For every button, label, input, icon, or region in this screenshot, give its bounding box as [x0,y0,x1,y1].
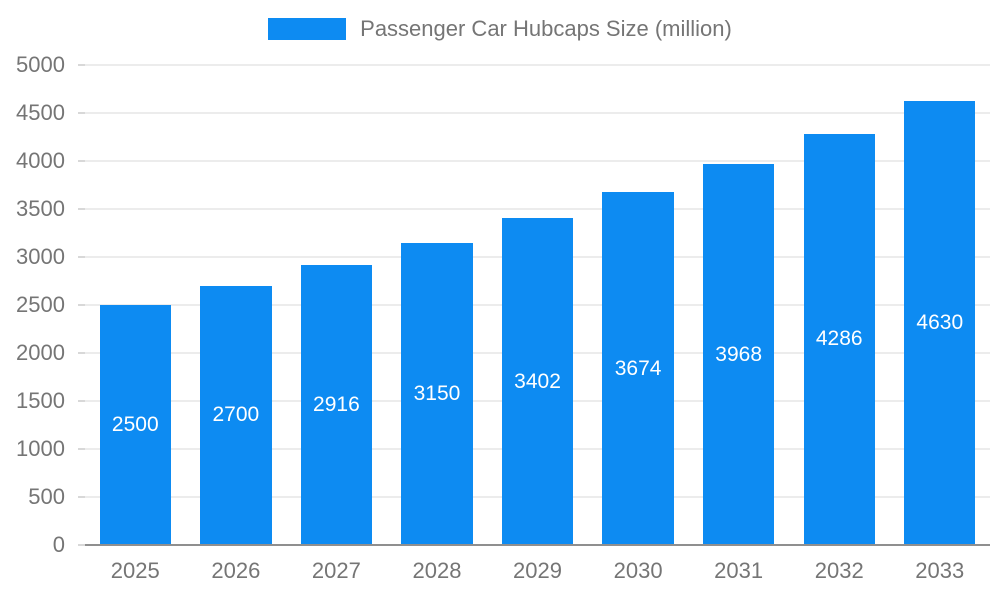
bars-group: 2500 2700 2916 3150 3402 3674 3968 4286 4630 [85,65,990,545]
plot-area: 2500 2700 2916 3150 3402 3674 3968 4286 4630 [78,64,990,546]
y-axis-label-2500: 2500 [16,292,65,317]
bar-2027[interactable]: 2916 [300,265,373,545]
y-axis-label-5000: 5000 [16,52,65,77]
y-tick-2000 [78,352,85,354]
y-axis-label-0: 0 [52,532,65,557]
y-axis-label-2000: 2000 [16,340,65,365]
bar-2025[interactable]: 2500 [99,305,171,545]
bar-slot-2029: 3402 [487,65,588,545]
bar-slot-2026: 2700 [186,65,287,545]
x-axis-label-2030: 2030 [613,558,663,583]
gridline-5000 [85,64,990,66]
y-axis: 0 500 1000 1500 2000 2500 3000 3500 4000 4500 5000 [0,54,77,556]
legend: Passenger Car Hubcaps Size (million) [0,16,1000,42]
y-tick-4000 [78,160,85,162]
x-axis-label-2031: 2031 [714,558,764,583]
bar-2030[interactable]: 3674 [602,192,674,545]
bar-2029[interactable]: 3402 [501,218,574,545]
y-tick-5000 [78,64,85,66]
bar-value-label-2027: 2916 [313,393,360,417]
bar-value-label-2033: 4630 [916,310,964,334]
bar-2032[interactable]: 4286 [803,133,875,545]
gridline-0 [85,544,990,546]
y-tick-1500 [78,400,85,402]
bar-slot-2031: 3968 [688,65,789,545]
x-axis-label-2033: 2033 [915,558,965,583]
x-axis-label-2027: 2027 [311,558,361,583]
bar-slot-2030: 3674 [588,65,689,545]
legend-label: Passenger Car Hubcaps Size (million) [360,16,732,41]
bar-2026[interactable]: 2700 [200,285,272,545]
bar-value-label-2031: 3968 [715,342,762,366]
gridline-3500 [85,208,990,210]
bar-value-label-2028: 3150 [413,381,461,405]
y-axis-label-4500: 4500 [16,100,65,125]
bar-value-label-2032: 4286 [815,327,863,351]
y-axis-label-1500: 1500 [16,388,65,413]
y-tick-3500 [78,208,85,210]
y-axis-label-3500: 3500 [16,196,65,221]
gridline-4000 [85,160,990,162]
y-tick-3000 [78,256,85,258]
y-axis-label-500: 500 [28,484,65,509]
y-axis-label-4000: 4000 [16,148,65,173]
bar-2031[interactable]: 3968 [702,164,775,545]
bar-value-label-2025: 2500 [111,413,159,436]
x-axis-label-2029: 2029 [513,558,562,583]
bar-2028[interactable]: 3150 [401,242,473,545]
x-axis-label-2025: 2025 [110,558,160,583]
bar-slot-2025: 2500 [85,65,186,545]
y-tick-1000 [78,448,85,450]
x-axis-label-2028: 2028 [412,558,462,583]
legend-swatch [268,18,347,40]
bar-value-label-2030: 3674 [614,356,662,380]
x-axis-label-2032: 2032 [814,558,864,583]
y-axis-label-3000: 3000 [16,244,65,269]
bar-slot-2032: 4286 [789,65,890,545]
x-axis-label-2026: 2026 [211,558,261,583]
y-tick-0 [78,544,85,546]
y-tick-2500 [78,304,85,306]
gridline-4500 [85,112,990,114]
bar-2033[interactable]: 4630 [904,100,976,545]
bar-slot-2027: 2916 [286,65,387,545]
y-tick-4500 [78,112,85,114]
bar-slot-2028: 3150 [387,65,488,545]
x-axis: 2025 2026 2027 2028 2029 2030 2031 2032 2033 [85,558,990,584]
bar-slot-2033: 4630 [890,65,991,545]
bar-value-label-2029: 3402 [514,369,561,393]
bar-value-label-2026: 2700 [212,403,260,427]
y-tick-500 [78,496,85,498]
y-axis-label-1000: 1000 [16,436,65,461]
